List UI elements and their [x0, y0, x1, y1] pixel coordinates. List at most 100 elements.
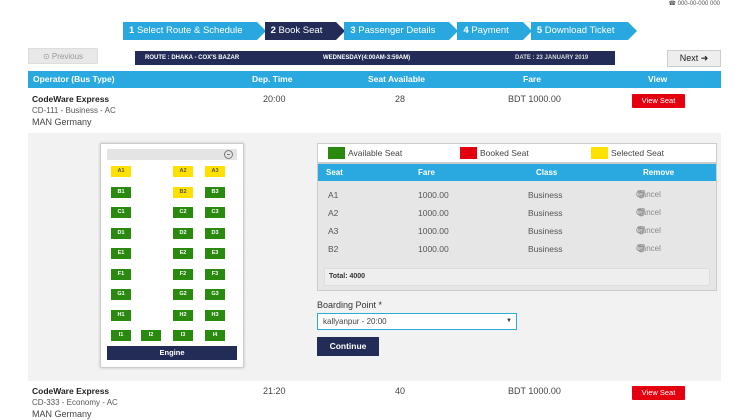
seat-e3[interactable]: E3: [205, 248, 225, 259]
selected-swatch: [591, 147, 608, 159]
seat-e1[interactable]: E1: [111, 248, 131, 259]
step-select-route[interactable]: 1 Select Route & Schedule: [123, 22, 266, 40]
selected-seats-header: Seat Fare Class Remove: [318, 164, 716, 181]
continue-button[interactable]: Continue: [317, 337, 379, 356]
seat-f1[interactable]: F1: [111, 268, 131, 280]
table-row: B2 1000.00 Business 🗑 Cancel: [318, 240, 716, 258]
seat-c1[interactable]: C1: [111, 207, 131, 218]
view-seat-button[interactable]: View Seat: [632, 94, 685, 108]
bus-maker: MAN Germany: [32, 117, 92, 127]
seat-d1[interactable]: D1: [111, 227, 131, 239]
cancel-label: Cancel: [636, 226, 661, 235]
route-info-bar: ROUTE : DHAKA - COX'S BAZAR WEDNESDAY(4:…: [135, 51, 615, 65]
seat-i4[interactable]: I4: [205, 330, 225, 341]
seat-class: Business: [528, 190, 563, 200]
cancel-label: Cancel: [636, 190, 661, 199]
view-seat-button[interactable]: View Seat: [632, 386, 685, 400]
seat-id: B2: [328, 244, 339, 254]
fare: BDT 1000.00: [508, 94, 561, 104]
step-label: Book Seat: [278, 25, 323, 36]
col-class: Class: [536, 168, 558, 177]
step-label: Select Route & Schedule: [136, 25, 243, 36]
seat-map: A1 A2 A3 B1 B2 B3 C1 C2 C3 D1 D2 D3 E1 E2 E3 F1 F2 F3 G1 G2…: [100, 143, 244, 368]
seat-b2[interactable]: B2: [173, 186, 193, 198]
step-number: 3: [350, 25, 356, 36]
seat-d2[interactable]: D2: [173, 227, 193, 239]
selected-seats-table: Seat Fare Class Remove A1 1000.00 Busine…: [317, 163, 717, 291]
legend-selected: Selected Seat: [611, 148, 664, 158]
step-download-ticket[interactable]: 5 Download Ticket: [530, 22, 638, 40]
seat-h1[interactable]: H1: [111, 309, 131, 321]
bus-code: CD-333 - Economy - AC: [32, 398, 118, 407]
seat-class: Business: [528, 244, 563, 254]
boarding-point-select[interactable]: kallyanpur - 20:00 ▼: [317, 313, 517, 330]
header-dep-time: Dep. Time: [252, 74, 293, 84]
seat-i3[interactable]: I3: [173, 330, 193, 341]
header-view: View: [648, 74, 668, 84]
seat-c3[interactable]: C3: [205, 207, 225, 218]
table-row: A2 1000.00 Business 🗑 Cancel: [318, 204, 716, 222]
boarding-point-label: Boarding Point *: [317, 300, 383, 310]
seat-available: 28: [395, 94, 406, 104]
header-fare: Fare: [523, 74, 541, 84]
seat-a1[interactable]: A1: [111, 166, 131, 177]
seat-a2[interactable]: A2: [173, 166, 193, 177]
step-number: 1: [129, 25, 135, 36]
seat-e2[interactable]: E2: [173, 248, 193, 259]
step-passenger-details[interactable]: 3 Passenger Details: [344, 22, 459, 40]
col-seat: Seat: [326, 168, 343, 177]
boarding-point-value: kallyanpur - 20:00: [323, 317, 387, 326]
bus-row: CodeWare Express CD-111 - Business - AC …: [28, 89, 721, 133]
step-number: 2: [270, 25, 276, 36]
bus-code: CD-111 - Business - AC: [32, 106, 116, 115]
bus-row: CodeWare Express CD-333 - Economy - AC M…: [28, 381, 721, 420]
seat-i1[interactable]: I1: [111, 330, 131, 341]
next-button[interactable]: Next ➜: [667, 50, 721, 67]
previous-label: Previous: [51, 52, 84, 61]
step-label: Passenger Details: [358, 25, 436, 36]
header-operator: Operator (Bus Type): [33, 74, 115, 84]
seat-a3[interactable]: A3: [205, 166, 225, 177]
seat-class: Business: [528, 226, 563, 236]
seat-g3[interactable]: G3: [205, 289, 225, 300]
col-fare: Fare: [418, 168, 435, 177]
step-book-seat[interactable]: 2 Book Seat: [264, 22, 346, 40]
engine-label: Engine: [107, 346, 237, 360]
trash-icon: 🗑: [636, 190, 647, 199]
previous-button[interactable]: ⊙ Previous: [28, 48, 98, 64]
booking-steps: 1 Select Route & Schedule 2 Book Seat 3 …: [123, 22, 638, 40]
step-label: Payment: [471, 25, 509, 36]
top-contact-note: ☎ 000-00-000 000: [668, 1, 720, 7]
seat-f3[interactable]: F3: [205, 268, 225, 280]
seat-h2[interactable]: H2: [173, 309, 193, 321]
travel-day-label: WEDNESDAY(4:00AM-3:59AM): [323, 55, 411, 61]
seat-d3[interactable]: D3: [205, 227, 225, 239]
header-seat-available: Seat Available: [368, 74, 426, 84]
seat-g2[interactable]: G2: [173, 289, 193, 300]
travel-date-label: DATE : 23 JANUARY 2019: [515, 55, 589, 61]
cancel-label: Cancel: [636, 208, 661, 217]
seat-f2[interactable]: F2: [173, 268, 193, 280]
available-swatch: [328, 147, 345, 159]
seat-g1[interactable]: G1: [111, 289, 131, 300]
arrow-right-icon: ➜: [700, 53, 709, 63]
table-row: A1 1000.00 Business 🗑 Cancel: [318, 186, 716, 204]
seat-b3[interactable]: B3: [205, 186, 225, 198]
seat-selection-panel: A1 A2 A3 B1 B2 B3 C1 C2 C3 D1 D2 D3 E1 E2 E3 F1 F2 F3 G1 G2…: [28, 133, 721, 381]
seat-available: 40: [395, 386, 406, 396]
seat-h3[interactable]: H3: [205, 309, 225, 321]
driver-area: [107, 149, 237, 160]
fare: BDT 1000.00: [508, 386, 561, 396]
trash-icon: 🗑: [636, 208, 647, 217]
bus-table-header: Operator (Bus Type) Dep. Time Seat Avail…: [28, 71, 721, 88]
next-label: Next: [679, 53, 699, 63]
arrow-left-icon: ⊙: [42, 52, 52, 61]
dep-time: 21:20: [263, 386, 286, 396]
table-row: A3 1000.00 Business 🗑 Cancel: [318, 222, 716, 240]
seat-c2[interactable]: C2: [173, 207, 193, 218]
step-payment[interactable]: 4 Payment: [457, 22, 533, 40]
seat-b1[interactable]: B1: [111, 186, 131, 198]
seat-i2[interactable]: I2: [141, 330, 161, 341]
trash-icon: 🗑: [636, 226, 647, 235]
bus-maker: MAN Germany: [32, 409, 92, 419]
